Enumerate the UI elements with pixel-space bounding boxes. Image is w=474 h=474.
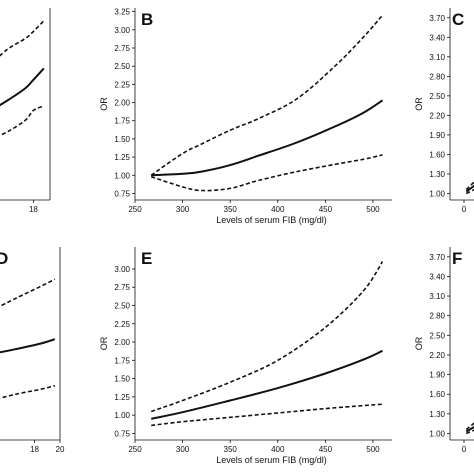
y-tick-label: 2.50 xyxy=(114,301,130,310)
y-tick-label: 1.60 xyxy=(429,390,445,399)
y-axis-label: OR xyxy=(99,336,109,350)
y-tick-label: 2.50 xyxy=(429,331,445,340)
y-tick-label: 2.75 xyxy=(114,44,130,53)
panel-letter: F xyxy=(452,249,462,268)
x-tick-label: 18 xyxy=(30,445,39,454)
y-tick-label: 3.70 xyxy=(429,253,445,262)
series-group xyxy=(0,20,45,137)
x-tick-label: 400 xyxy=(271,445,285,454)
x-axis-label: Levels of serum FIB (mg/dl) xyxy=(216,455,327,465)
x-tick-label: 18 xyxy=(29,205,38,214)
x-tick-label: 500 xyxy=(366,205,380,214)
y-tick-label: 1.00 xyxy=(114,411,130,420)
x-tick-label: 350 xyxy=(224,205,238,214)
ci-bound-line xyxy=(0,20,45,57)
y-tick-label: 2.25 xyxy=(114,80,130,89)
y-tick-label: 1.00 xyxy=(429,189,445,198)
y-tick-label: 1.60 xyxy=(429,150,445,159)
y-tick-label: 1.00 xyxy=(429,429,445,438)
estimate-line xyxy=(0,67,45,107)
x-tick-label: 250 xyxy=(128,445,142,454)
y-tick-label: 3.00 xyxy=(114,26,130,35)
estimate-line xyxy=(150,349,383,420)
y-axis-label: OR xyxy=(414,97,424,111)
y-tick-label: 2.20 xyxy=(429,111,445,120)
y-tick-label: 2.75 xyxy=(114,283,130,292)
ci-bound-line xyxy=(0,384,56,399)
y-tick-label: 1.90 xyxy=(429,131,445,140)
panel-letter: D xyxy=(0,249,8,268)
panel-b: B 0.75 1.00 1.25 1.50 1.75 2.00 2.25 2.50 2.75 3.0… xyxy=(99,8,392,225)
x-tick-label: 300 xyxy=(176,445,190,454)
ci-bound-line xyxy=(0,278,56,308)
panel-a: 18 xyxy=(0,8,51,214)
x-tick-label: 450 xyxy=(319,445,333,454)
y-tick-label: 2.50 xyxy=(114,62,130,71)
x-tick-label: 450 xyxy=(319,205,333,214)
y-tick-label: 2.20 xyxy=(429,351,445,360)
ci-bound-line xyxy=(150,14,384,176)
series-group xyxy=(465,422,474,435)
y-tick-label: 1.50 xyxy=(114,375,130,384)
y-tick-label: 2.00 xyxy=(114,99,130,108)
panel-c: C 1.00 1.30 1.60 1.90 2.20 2.50 2.80 3.10 3.40 3.7… xyxy=(414,8,474,214)
y-tick-label: 1.75 xyxy=(114,356,130,365)
panel-letter: C xyxy=(452,10,464,29)
y-tick-label: 3.40 xyxy=(429,33,445,42)
y-tick-label: 3.25 xyxy=(114,8,130,17)
x-tick-label: 250 xyxy=(128,205,142,214)
y-tick-label: 1.25 xyxy=(114,393,130,402)
x-tick-label: 0 xyxy=(462,205,467,214)
y-tick-label: 2.50 xyxy=(429,92,445,101)
y-tick-label: 1.30 xyxy=(429,170,445,179)
series-group xyxy=(465,181,474,195)
y-tick-label: 1.25 xyxy=(114,153,130,162)
y-tick-label: 2.00 xyxy=(114,338,130,347)
y-tick-label: 2.25 xyxy=(114,320,130,329)
y-tick-label: 3.00 xyxy=(114,265,130,274)
x-tick-label: 20 xyxy=(56,445,65,454)
x-tick-label: 0 xyxy=(462,445,467,454)
y-tick-label: 2.80 xyxy=(429,312,445,321)
panel-letter: E xyxy=(141,249,152,268)
series-group xyxy=(0,278,56,399)
y-tick-label: 3.10 xyxy=(429,53,445,62)
y-tick-label: 1.30 xyxy=(429,410,445,419)
series-group xyxy=(150,261,384,427)
ci-bound-line xyxy=(151,403,383,427)
y-tick-label: 3.10 xyxy=(429,292,445,301)
ci-bound-line xyxy=(0,105,45,137)
y-tick-label: 0.75 xyxy=(114,189,130,198)
x-tick-label: 500 xyxy=(366,445,380,454)
panel-letter: B xyxy=(141,10,153,29)
y-axis-label: OR xyxy=(414,336,424,350)
y-tick-label: 1.75 xyxy=(114,117,130,126)
y-tick-label: 1.50 xyxy=(114,135,130,144)
y-axis-label: OR xyxy=(99,97,109,111)
y-tick-label: 1.90 xyxy=(429,371,445,380)
ci-bound-line xyxy=(150,261,384,413)
series-group xyxy=(150,14,384,192)
panel-d: D 18 20 xyxy=(0,247,65,454)
y-tick-label: 2.80 xyxy=(429,72,445,81)
x-tick-label: 300 xyxy=(176,205,190,214)
x-axis-label: Levels of serum FIB (mg/dl) xyxy=(216,215,327,225)
panels-group: 18 B 0.75 1.00 1.25 1.50 1.75 2.00 2.25 2.50 2.75 3… xyxy=(0,8,474,465)
estimate-line xyxy=(151,99,384,177)
x-tick-label: 350 xyxy=(224,445,238,454)
y-tick-label: 3.40 xyxy=(429,272,445,281)
y-tick-label: 0.75 xyxy=(114,429,130,438)
ci-bound-line xyxy=(150,154,383,192)
panel-e: E 0.75 1.00 1.25 1.50 1.75 2.00 2.25 2.50 2.75 3.0… xyxy=(99,247,392,465)
y-tick-label: 1.00 xyxy=(114,171,130,180)
y-tick-label: 3.70 xyxy=(429,14,445,23)
x-tick-label: 400 xyxy=(271,205,285,214)
panel-f: F 1.00 1.30 1.60 1.90 2.20 2.50 2.80 3.10 3.40 3.7… xyxy=(414,247,474,454)
estimate-line xyxy=(0,338,56,354)
